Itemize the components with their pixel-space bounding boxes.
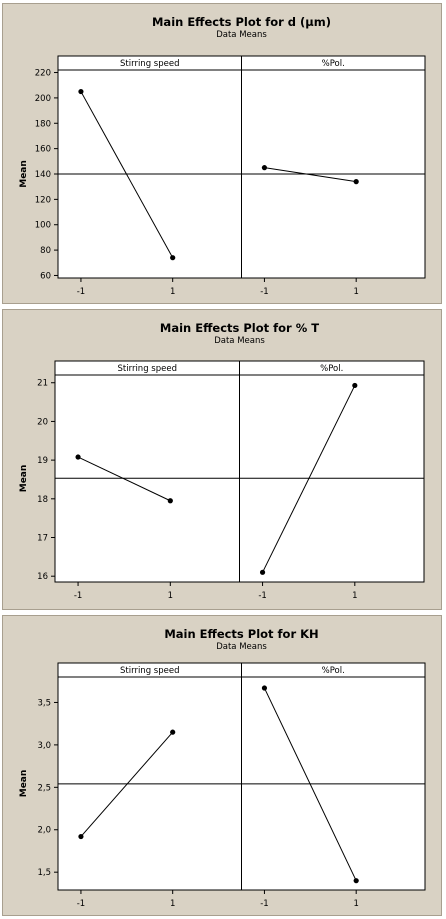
x-tick-label: 1: [170, 287, 175, 297]
data-point: [352, 382, 358, 389]
y-tick-label: 140: [35, 170, 51, 180]
data-point: [261, 165, 268, 171]
data-point: [78, 833, 84, 840]
y-tick-label: 180: [35, 119, 51, 129]
y-tick-label: 120: [35, 195, 51, 205]
facet-header-label: Stirring speed: [120, 59, 179, 69]
y-tick-label: 2,0: [37, 826, 51, 836]
data-point: [261, 685, 268, 691]
data-point: [170, 729, 176, 735]
y-tick-label: 16: [37, 572, 48, 582]
x-tick-label: -1: [260, 899, 268, 909]
y-tick-label: 21: [37, 379, 48, 389]
chart-panel-kh: Main Effects Plot for KH Data Means 1,5 2,0…: [2, 615, 442, 916]
y-tick-label: 18: [37, 495, 48, 505]
y-tick-label: 100: [35, 221, 51, 231]
chart-title: Main Effects Plot for KH: [164, 627, 318, 641]
x-tick-label: -1: [260, 287, 268, 297]
y-axis-label: Mean: [19, 160, 29, 188]
y-tick-label: 160: [35, 145, 51, 155]
chart-panel-t: Main Effects Plot for % T Data Means 16 17 1…: [2, 309, 442, 610]
y-tick-label: 60: [40, 271, 51, 281]
y-tick-label: 3,5: [37, 698, 51, 708]
series-line: [263, 687, 357, 881]
y-tick-label: 220: [35, 69, 51, 79]
facet-header-label: %Pol.: [322, 59, 345, 69]
data-point: [353, 878, 359, 884]
x-tick-label: -1: [74, 591, 82, 601]
x-tick-label: -1: [258, 591, 266, 601]
x-tick-label: -1: [77, 287, 85, 297]
series-line: [264, 167, 357, 183]
x-tick-label: 1: [352, 591, 357, 601]
facet-header-label: %Pol.: [322, 666, 345, 676]
chart-title: Main Effects Plot for % T: [160, 321, 319, 335]
y-tick-label: 17: [37, 534, 48, 544]
data-point: [259, 569, 266, 575]
y-tick-label: 19: [37, 456, 48, 466]
series-line: [80, 731, 174, 837]
chart-subtitle: Data Means: [216, 30, 267, 40]
y-tick-label: 3,0: [37, 741, 51, 751]
facet-header-label: %Pol.: [320, 364, 343, 374]
chart-panel-d: Main Effects Plot for d (µm) Data Means 60…: [2, 3, 442, 304]
y-axis-label: Mean: [19, 465, 29, 493]
chart-d: Main Effects Plot for d (µm)Data Means 60…: [19, 15, 426, 297]
x-tick-label: 1: [353, 899, 358, 909]
x-tick-label: -1: [77, 899, 85, 909]
data-point: [170, 255, 176, 261]
facet-header-label: Stirring speed: [120, 666, 179, 676]
data-point: [167, 498, 173, 504]
series-line: [262, 385, 356, 573]
y-tick-label: 200: [35, 94, 51, 104]
data-point: [353, 179, 359, 185]
series-line: [80, 91, 174, 258]
chart-title: Main Effects Plot for d (µm): [152, 15, 331, 29]
series-line: [77, 456, 171, 502]
data-point: [75, 454, 81, 460]
y-axis-label: Mean: [19, 770, 29, 798]
facet-header-label: Stirring speed: [118, 364, 177, 374]
x-tick-label: 1: [353, 287, 358, 297]
data-point: [78, 88, 84, 95]
x-tick-label: 1: [170, 899, 175, 909]
y-tick-label: 20: [37, 417, 48, 427]
y-tick-label: 2,5: [37, 783, 51, 793]
y-tick-label: 1,5: [37, 868, 51, 878]
chart-subtitle: Data Means: [214, 336, 265, 346]
y-tick-label: 80: [40, 246, 51, 256]
x-tick-label: 1: [168, 591, 173, 601]
chart-subtitle: Data Means: [216, 642, 267, 652]
